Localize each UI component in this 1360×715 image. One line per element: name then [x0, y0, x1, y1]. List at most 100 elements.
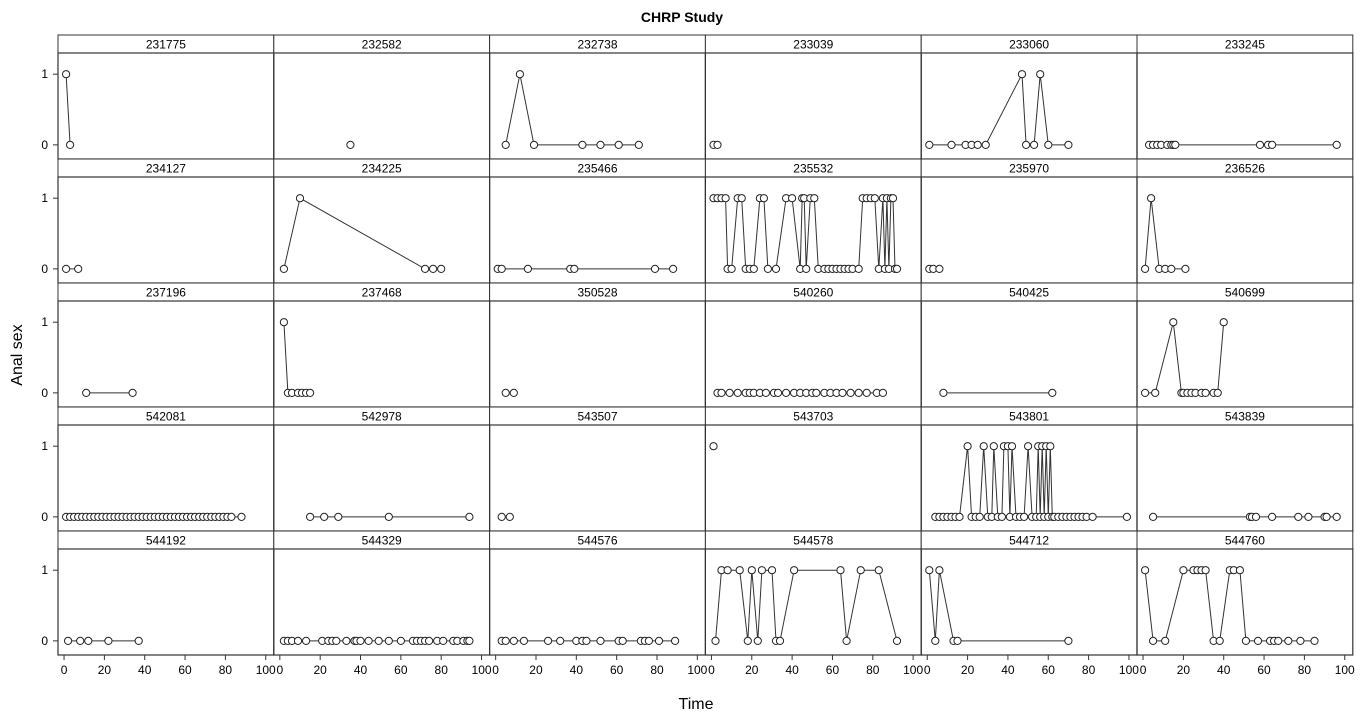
panel-237468: 237468	[273, 282, 491, 408]
data-point	[856, 566, 865, 575]
data-point	[425, 636, 434, 646]
data-point	[788, 194, 797, 203]
panel-236526: 236526	[1136, 158, 1354, 284]
data-point	[302, 636, 311, 646]
data-point	[306, 512, 315, 522]
data-point	[775, 636, 785, 646]
data-point	[925, 566, 934, 575]
data-point	[227, 512, 236, 522]
data-point	[975, 512, 984, 522]
data-point	[465, 636, 474, 646]
data-point	[812, 388, 821, 397]
panel-350528: 350528	[489, 282, 707, 408]
panel-frame	[1136, 548, 1354, 656]
x-tick-label: 20	[961, 663, 975, 677]
panel-235466: 235466	[489, 158, 707, 284]
panel-label: 542081	[146, 410, 186, 424]
data-point	[767, 566, 777, 575]
data-point	[1141, 264, 1150, 273]
data-point	[749, 264, 758, 273]
x-tick-label: 80	[1082, 663, 1096, 677]
data-point	[356, 636, 365, 646]
data-point	[66, 140, 75, 149]
data-point	[862, 388, 871, 397]
x-tick-label: 100	[1335, 663, 1355, 677]
panel-232582: 232582	[273, 34, 491, 160]
x-tick-label: 0	[277, 663, 284, 677]
series-line	[713, 197, 897, 270]
data-point	[364, 636, 373, 646]
data-point	[955, 512, 964, 522]
data-point	[1253, 636, 1263, 646]
x-tick-label: 20	[1177, 663, 1191, 677]
data-point	[465, 512, 474, 522]
data-point	[1332, 512, 1341, 522]
data-point	[935, 264, 944, 273]
data-point	[925, 140, 934, 149]
data-point	[437, 264, 446, 273]
panel-label: 232582	[362, 38, 402, 52]
panel-544329: 544329 0 20 40 60 80 100	[273, 530, 492, 677]
x-tick-label: 60	[394, 663, 408, 677]
y-tick-label: 0	[41, 138, 48, 152]
series-line	[1144, 198, 1186, 270]
data-point	[1048, 388, 1057, 397]
data-point	[346, 140, 355, 149]
data-point	[614, 140, 623, 149]
data-point	[1294, 512, 1303, 522]
panel-232738: 232738	[489, 34, 707, 160]
data-point	[753, 636, 762, 646]
panel-label: 540699	[1225, 286, 1265, 300]
data-point	[870, 194, 879, 203]
data-point	[544, 636, 553, 646]
series-line	[1145, 322, 1225, 394]
panel-237196: 237196 0 1	[41, 282, 275, 408]
data-point	[1235, 566, 1245, 575]
data-point	[1167, 264, 1176, 273]
data-point	[1310, 636, 1319, 646]
series-line	[505, 74, 639, 146]
panel-543839: 543839	[1136, 406, 1354, 532]
data-point	[1201, 388, 1210, 397]
data-point	[74, 264, 83, 273]
panel-frame	[920, 300, 1138, 408]
data-point	[1161, 636, 1170, 646]
panel-label: 544760	[1225, 534, 1265, 548]
panel-label: 350528	[577, 286, 617, 300]
panel-542081: 542081 0 1	[41, 406, 275, 532]
data-point	[709, 442, 718, 451]
data-point	[497, 512, 506, 522]
series-line	[283, 322, 311, 394]
y-tick-label: 0	[41, 262, 48, 276]
data-point	[771, 264, 781, 273]
panel-frame	[704, 548, 922, 656]
panel-frame	[1136, 300, 1354, 408]
data-point	[1036, 70, 1045, 79]
data-point	[104, 636, 113, 646]
panel-frame	[920, 176, 1138, 284]
data-point	[570, 264, 579, 273]
data-point	[501, 636, 510, 646]
panel-label: 544192	[146, 534, 186, 548]
data-point	[62, 264, 71, 273]
data-point	[374, 636, 383, 646]
data-point	[854, 388, 863, 397]
panel-544578: 544578 0 20 40 60 80 100	[704, 530, 923, 677]
panel-233060: 233060	[920, 34, 1138, 160]
data-point	[759, 194, 769, 203]
y-axis-label: Anal sex	[9, 324, 26, 385]
data-point	[939, 388, 948, 397]
data-point	[713, 140, 722, 149]
data-point	[892, 636, 902, 646]
data-point	[279, 318, 288, 327]
y-tick-label: 1	[41, 439, 48, 453]
data-point	[523, 264, 533, 273]
data-point	[1044, 140, 1053, 149]
panel-label: 237468	[362, 286, 402, 300]
data-point	[505, 512, 514, 522]
data-point	[725, 388, 734, 397]
y-tick-label: 1	[41, 67, 48, 81]
panel-542978: 542978	[273, 406, 491, 532]
data-point	[1322, 512, 1331, 522]
